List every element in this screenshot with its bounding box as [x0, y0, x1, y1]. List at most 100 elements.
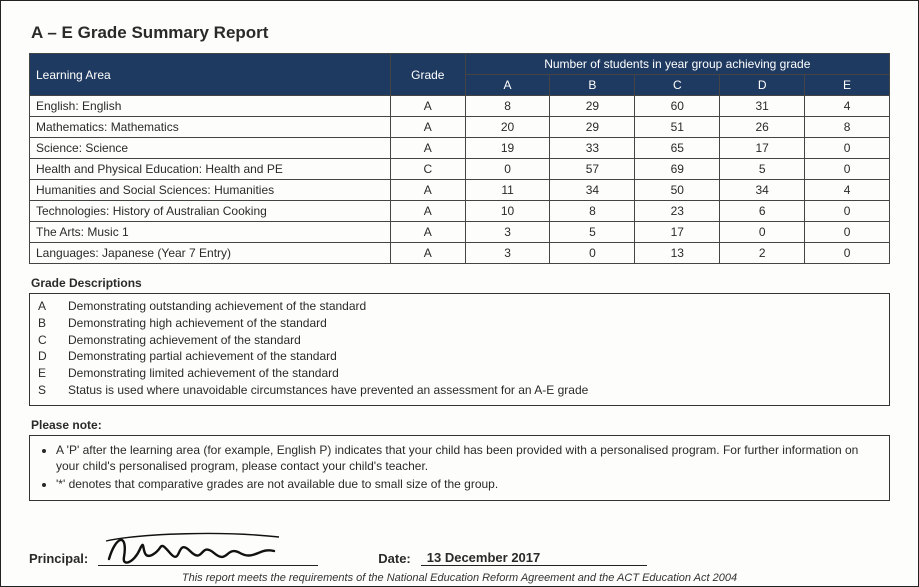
grade-description-row: A Demonstrating outstanding achievement o…	[38, 298, 881, 315]
table-row: Science: ScienceA193365170	[30, 138, 890, 159]
cell-grade: A	[390, 180, 465, 201]
grade-description-code: E	[38, 365, 52, 382]
cell-count: 4	[805, 96, 890, 117]
cell-count: 13	[635, 243, 720, 264]
notes-list: A 'P' after the learning area (for examp…	[38, 442, 881, 493]
cell-count: 60	[635, 96, 720, 117]
header-col-c: C	[635, 75, 720, 96]
table-row: Mathematics: MathematicsA202951268	[30, 117, 890, 138]
cell-learning-area: Technologies: History of Australian Cook…	[30, 201, 391, 222]
cell-learning-area: Science: Science	[30, 138, 391, 159]
cell-learning-area: The Arts: Music 1	[30, 222, 391, 243]
cell-count: 57	[550, 159, 635, 180]
cell-count: 0	[550, 243, 635, 264]
header-col-a: A	[465, 75, 550, 96]
cell-count: 0	[805, 243, 890, 264]
table-row: Languages: Japanese (Year 7 Entry)A30132…	[30, 243, 890, 264]
grades-table-head: Learning Area Grade Number of students i…	[30, 54, 890, 96]
cell-count: 11	[465, 180, 550, 201]
cell-grade: A	[390, 96, 465, 117]
principal-label: Principal:	[29, 551, 88, 566]
table-row: Humanities and Social Sciences: Humaniti…	[30, 180, 890, 201]
cell-count: 29	[550, 117, 635, 138]
cell-count: 26	[720, 117, 805, 138]
grade-description-code: S	[38, 382, 52, 399]
grade-description-text: Demonstrating achievement of the standar…	[68, 332, 301, 349]
cell-count: 6	[720, 201, 805, 222]
date-value: 13 December 2017	[421, 543, 647, 566]
grade-descriptions-label: Grade Descriptions	[31, 276, 890, 290]
cell-count: 0	[720, 222, 805, 243]
cell-count: 65	[635, 138, 720, 159]
cell-count: 19	[465, 138, 550, 159]
grades-table-body: English: EnglishA82960314Mathematics: Ma…	[30, 96, 890, 264]
cell-learning-area: Languages: Japanese (Year 7 Entry)	[30, 243, 391, 264]
grade-description-row: E Demonstrating limited achievement of th…	[38, 365, 881, 382]
cell-count: 3	[465, 243, 550, 264]
header-col-d: D	[720, 75, 805, 96]
cell-count: 0	[805, 138, 890, 159]
table-row: Health and Physical Education: Health an…	[30, 159, 890, 180]
header-learning-area: Learning Area	[30, 54, 391, 96]
cell-learning-area: Mathematics: Mathematics	[30, 117, 391, 138]
please-note-box: A 'P' after the learning area (for examp…	[29, 435, 890, 502]
report-title: A – E Grade Summary Report	[31, 23, 890, 43]
header-col-e: E	[805, 75, 890, 96]
cell-count: 17	[635, 222, 720, 243]
header-number-students: Number of students in year group achievi…	[465, 54, 889, 75]
header-grade: Grade	[390, 54, 465, 96]
grade-description-text: Status is used where unavoidable circums…	[68, 382, 588, 399]
cell-count: 10	[465, 201, 550, 222]
grades-table: Learning Area Grade Number of students i…	[29, 53, 890, 264]
cell-count: 69	[635, 159, 720, 180]
grade-descriptions-box: A Demonstrating outstanding achievement o…	[29, 293, 890, 406]
cell-count: 20	[465, 117, 550, 138]
grade-description-text: Demonstrating outstanding achievement of…	[68, 298, 366, 315]
signature-area: Principal: Date: 13 December 2017	[29, 535, 890, 566]
cell-count: 0	[805, 222, 890, 243]
note-item: A 'P' after the learning area (for examp…	[56, 442, 881, 474]
cell-learning-area: Health and Physical Education: Health an…	[30, 159, 391, 180]
signature-svg	[104, 527, 284, 569]
grade-description-text: Demonstrating limited achievement of the…	[68, 365, 339, 382]
cell-learning-area: English: English	[30, 96, 391, 117]
cell-count: 2	[720, 243, 805, 264]
grade-description-code: D	[38, 348, 52, 365]
table-row: The Arts: Music 1A351700	[30, 222, 890, 243]
cell-count: 0	[805, 201, 890, 222]
cell-count: 4	[805, 180, 890, 201]
please-note-label: Please note:	[31, 418, 890, 432]
grade-description-row: BDemonstrating high achievement of the s…	[38, 315, 881, 332]
grade-description-row: D Demonstrating partial achievement of th…	[38, 348, 881, 365]
table-row: English: EnglishA82960314	[30, 96, 890, 117]
cell-count: 5	[550, 222, 635, 243]
principal-signature	[98, 535, 318, 566]
cell-count: 0	[805, 159, 890, 180]
grade-description-row: S Status is used where unavoidable circum…	[38, 382, 881, 399]
footer-note: This report meets the requirements of th…	[29, 572, 890, 584]
cell-count: 0	[465, 159, 550, 180]
cell-learning-area: Humanities and Social Sciences: Humaniti…	[30, 180, 391, 201]
cell-count: 17	[720, 138, 805, 159]
grade-description-text: Demonstrating high achievement of the st…	[68, 315, 327, 332]
table-row: Technologies: History of Australian Cook…	[30, 201, 890, 222]
grade-description-code: A	[38, 298, 52, 315]
cell-count: 34	[550, 180, 635, 201]
cell-count: 23	[635, 201, 720, 222]
cell-count: 34	[720, 180, 805, 201]
date-label: Date:	[378, 551, 411, 566]
cell-count: 29	[550, 96, 635, 117]
cell-grade: A	[390, 222, 465, 243]
grade-description-text: Demonstrating partial achievement of the…	[68, 348, 337, 365]
report-page: A – E Grade Summary Report Learning Area…	[0, 0, 919, 587]
note-item: '*' denotes that comparative grades are …	[56, 476, 881, 492]
cell-grade: C	[390, 159, 465, 180]
cell-grade: A	[390, 138, 465, 159]
cell-count: 5	[720, 159, 805, 180]
cell-count: 8	[550, 201, 635, 222]
cell-count: 3	[465, 222, 550, 243]
grade-description-row: CDemonstrating achievement of the standa…	[38, 332, 881, 349]
cell-count: 33	[550, 138, 635, 159]
cell-count: 8	[805, 117, 890, 138]
header-col-b: B	[550, 75, 635, 96]
